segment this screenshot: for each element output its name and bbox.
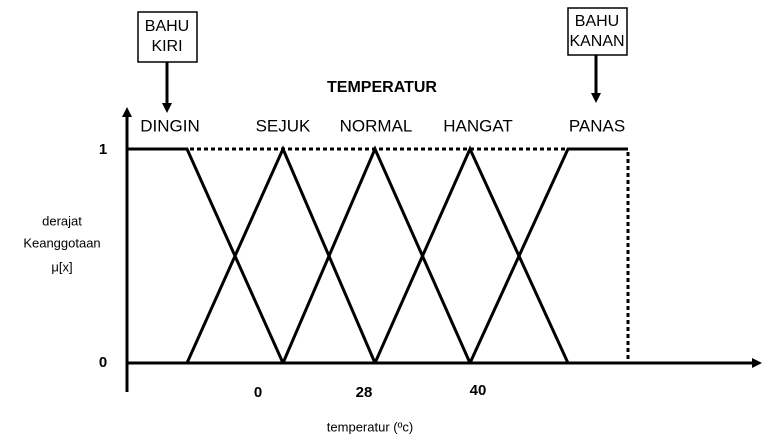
set-label: PANAS [569,116,625,135]
set-label: DINGIN [140,116,200,135]
y-tick-label: 1 [99,141,107,158]
callout-text: KANAN [569,33,624,50]
membership-functions [127,145,628,364]
sejuk-curve [185,145,377,364]
panas-curve [468,147,628,364]
x-tick-label: 40 [470,382,487,399]
callout-text: BAHU [575,13,619,30]
y-axis-label: μ[x] [51,259,72,274]
y-axis-label: derajat [42,213,82,228]
title: TEMPERATUR [327,79,437,96]
set-label: SEJUK [256,116,311,135]
callout-text: BAHU [145,18,189,35]
callout-box [567,7,628,56]
dingin-curve [127,147,285,364]
x-axis-label: temperatur (ºc) [327,419,413,434]
x-tick-label: 0 [254,384,262,401]
y-tick-label: 0 [99,354,107,371]
x-tick-label: 28 [356,384,373,401]
y-axis-label: Keanggotaan [23,235,100,250]
set-label: HANGAT [443,116,513,135]
set-label: NORMAL [340,116,413,135]
hangat-curve [373,145,570,364]
normal-curve [281,145,472,364]
callout-text: KIRI [151,38,182,55]
callout-box [137,11,198,63]
